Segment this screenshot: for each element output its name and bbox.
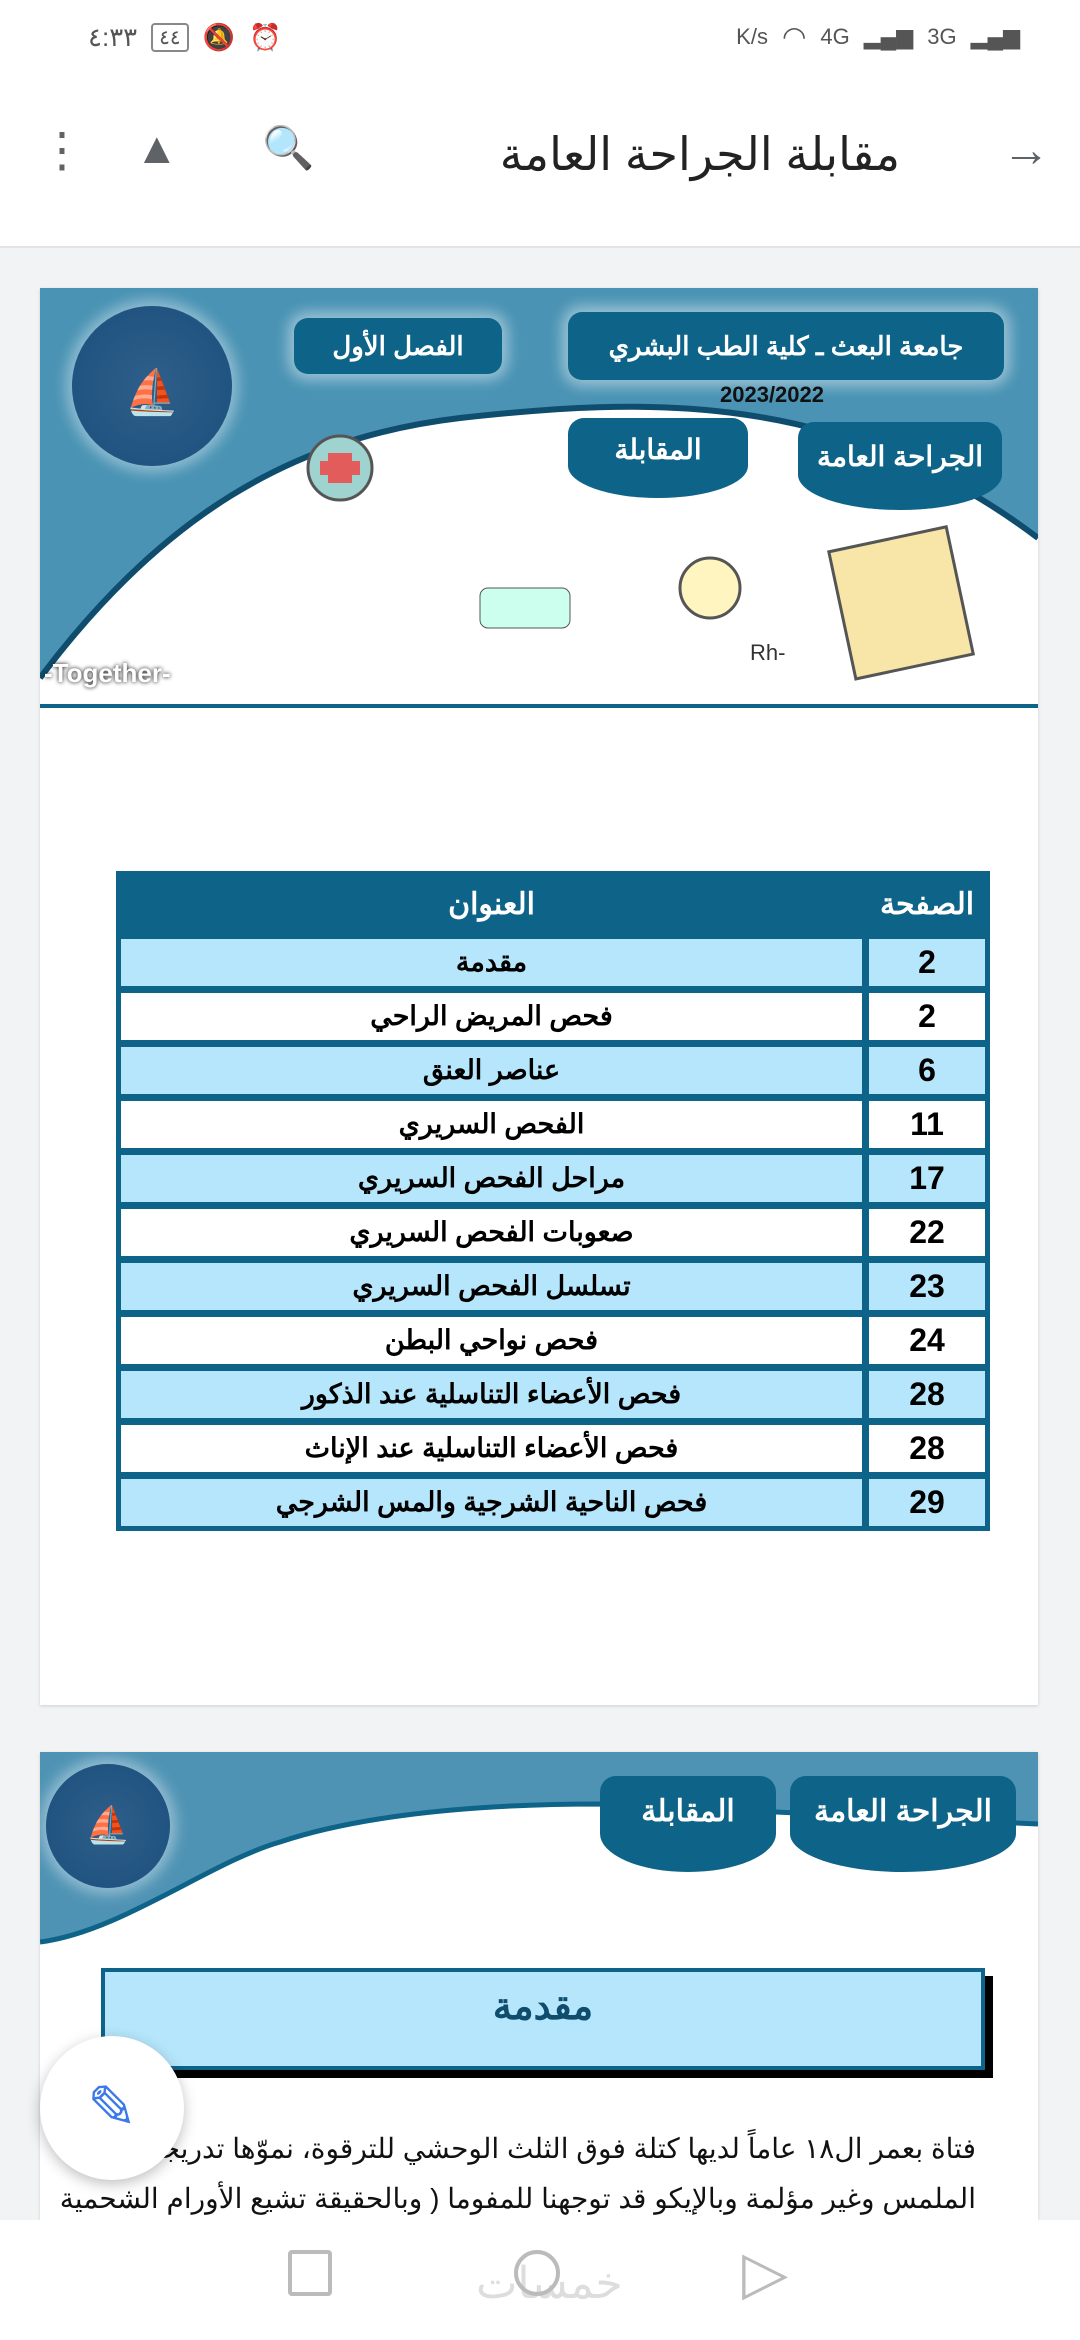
home-icon[interactable]: [514, 2250, 560, 2296]
cover-banner: ⛵ -Together- Rh- الفصل الأول جامعة البعث…: [40, 288, 1038, 708]
edit-pencil-icon: ✎: [86, 2074, 138, 2141]
tagline: -Together-: [44, 658, 171, 688]
toc-row: 6 عناصر العنق: [119, 1045, 987, 1096]
toc-page-number: 23: [867, 1261, 987, 1312]
signal-3g-icon: 3G: [927, 23, 957, 49]
signal-4g-icon: 4G: [820, 23, 850, 49]
status-time: ٤:٣٣: [88, 22, 138, 52]
page-header-background: [40, 1752, 1038, 1945]
toc-title: الفحص السريري: [119, 1099, 864, 1150]
subject-tab: الجراحة العامة: [790, 1776, 1016, 1872]
toc-row: 28 فحص الأعضاء التناسلية عند الذكور: [119, 1369, 987, 1420]
toc-title: عناصر العنق: [119, 1045, 864, 1096]
rh-label: Rh-: [750, 640, 786, 665]
alarm-icon: ⏰: [248, 22, 282, 52]
toc-page-number: 2: [867, 991, 987, 1042]
toc-page-number: 22: [867, 1207, 987, 1258]
toc-page-number: 24: [867, 1315, 987, 1366]
system-nav-bar: خمسات ▷: [0, 2220, 1080, 2340]
section-heading: مقدمة: [101, 1968, 985, 2070]
status-bar: ٤:٣٣ ٤٤ 🔕 ⏰ K/s ◠ 4G ▂▄▆ 3G ▂▄▆: [0, 0, 1080, 75]
back-icon[interactable]: ▷: [742, 2239, 789, 2306]
toc-page-number: 28: [867, 1369, 987, 1420]
text-line: فتاة بعمر ال١٨ عاماً لديها كتلة فوق الثل…: [70, 2133, 976, 2164]
edit-button[interactable]: ✎: [40, 2036, 184, 2180]
table-of-contents: الصفحة العنوان 2 مقدمة 2 فحص المريض الراحي 6…: [116, 871, 990, 1531]
topic-tab: المقابلة: [600, 1776, 776, 1872]
toc-header-title: العنوان: [119, 874, 864, 934]
subject-tab: الجراحة العامة: [798, 422, 1002, 510]
toc-row: 11 الفحص السريري: [119, 1099, 987, 1150]
toc-row: 2 فحص المريض الراحي: [119, 991, 987, 1042]
document-title: مقابلة الجراحة العامة: [499, 128, 900, 180]
notifications-off-icon: 🔕: [202, 22, 235, 52]
semester-badge: الفصل الأول: [294, 318, 502, 374]
toc-page-number: 17: [867, 1153, 987, 1204]
toc-row: 23 تسلسل الفحص السريري: [119, 1261, 987, 1312]
signal-bars-icon: ▂▄▆: [970, 23, 1020, 49]
toc-title: فحص الأعضاء التناسلية عند الذكور: [119, 1369, 864, 1420]
text-line: الملمس وغير مؤلمة وبالإيكو قد توجهنا للم…: [59, 2183, 976, 2214]
body-paragraph: فتاة بعمر ال١٨ عاماً لديها كتلة فوق الثل…: [56, 2124, 976, 2220]
toc-title: فحص الأعضاء التناسلية عند الإناث: [119, 1423, 864, 1474]
toc-page-number: 11: [867, 1099, 987, 1150]
toc-page-number: 6: [867, 1045, 987, 1096]
app-toolbar: ⋮ ▲ 🔍 مقابلة الجراحة العامة →: [0, 75, 1080, 248]
toc-row: 17 مراحل الفحص السريري: [119, 1153, 987, 1204]
toc-title: صعوبات الفحص السريري: [119, 1207, 864, 1258]
toc-row: 28 فحص الأعضاء التناسلية عند الإناث: [119, 1423, 987, 1474]
toc-row: 29 فحص الناحية الشرجية والمس الشرجي: [119, 1477, 987, 1528]
topic-tab: المقابلة: [568, 418, 748, 498]
toc-row: 2 مقدمة: [119, 937, 987, 988]
toc-page-number: 29: [867, 1477, 987, 1528]
net-speed: K/s: [736, 23, 768, 49]
toc-title: فحص الناحية الشرجية والمس الشرجي: [119, 1477, 864, 1528]
together-logo: ⛵: [46, 1764, 170, 1888]
find-in-document-icon[interactable]: 🔍: [262, 124, 315, 171]
toc-title: تسلسل الفحص السريري: [119, 1261, 864, 1312]
recents-icon[interactable]: [288, 2250, 332, 2296]
arrow-forward-icon[interactable]: →: [1002, 124, 1050, 177]
add-to-drive-icon[interactable]: ▲: [135, 124, 179, 173]
together-logo: ⛵: [72, 306, 232, 466]
toc-page-number: 2: [867, 937, 987, 988]
toc-title: فحص المريض الراحي: [119, 991, 864, 1042]
toc-header-page: الصفحة: [867, 874, 987, 934]
more-vert-icon[interactable]: ⋮: [38, 124, 86, 177]
academic-year: 2023/2022: [720, 382, 824, 407]
document-page-1: ⛵ -Together- Rh- الفصل الأول جامعة البعث…: [40, 288, 1038, 1705]
toc-title: فحص نواحي البطن: [119, 1315, 864, 1366]
toc-page-number: 28: [867, 1423, 987, 1474]
wifi-icon: ◠: [781, 21, 807, 52]
university-badge: جامعة البعث ـ كلية الطب البشري: [568, 312, 1004, 380]
toc-title: مقدمة: [119, 937, 864, 988]
toc-row: 22 صعوبات الفحص السريري: [119, 1207, 987, 1258]
toc-title: مراحل الفحص السريري: [119, 1153, 864, 1204]
signal-bars-icon: ▂▄▆: [863, 23, 914, 49]
battery-icon: ٤٤: [151, 23, 189, 52]
document-page-2: ⛵ المقابلة الجراحة العامة مقدمة فتاة بعم…: [40, 1752, 1038, 2220]
toc-row: 24 فحص نواحي البطن: [119, 1315, 987, 1366]
